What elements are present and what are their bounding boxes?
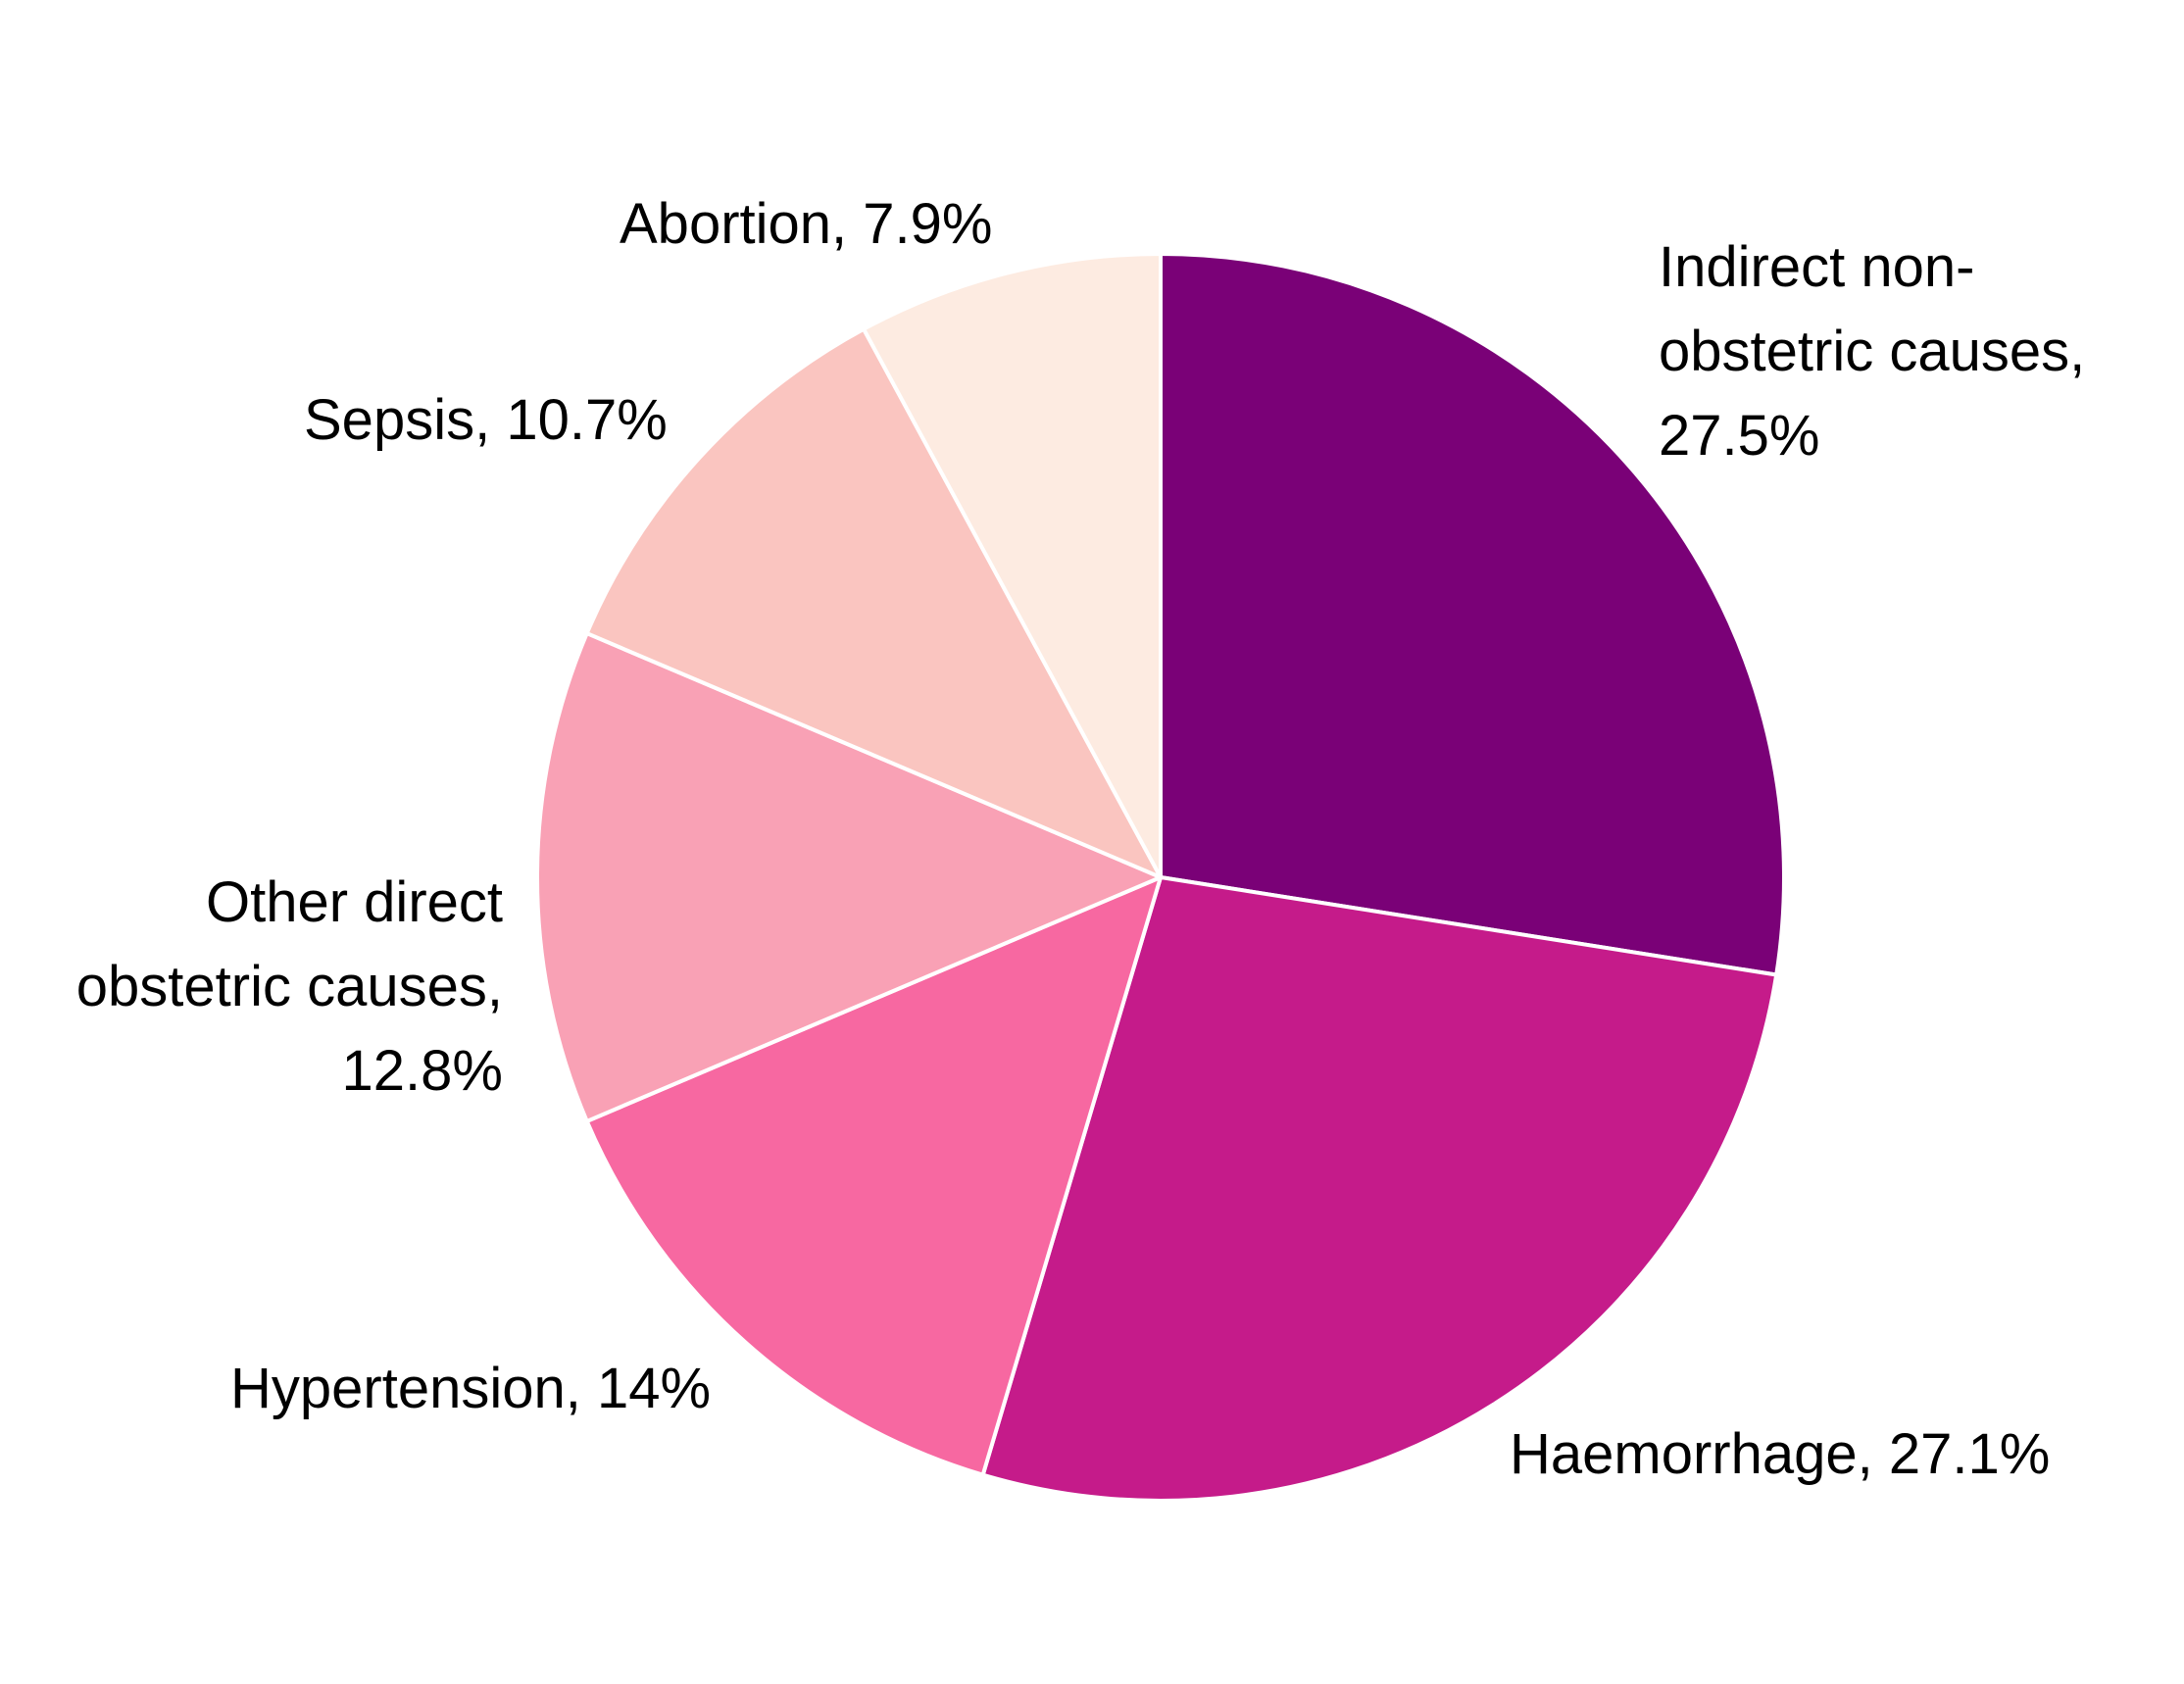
slice-label-line: obstetric causes, — [76, 955, 503, 1018]
slice-label-line: Abortion, 7.9% — [620, 192, 992, 256]
slice-label-indirect-non-obstetric-causes: Indirect non-obstetric causes, 27.5% — [1659, 235, 2085, 468]
pie-labels: Indirect non-obstetric causes, 27.5% Haemo… — [76, 192, 2085, 1486]
slice-label-haemorrhage: Haemorrhage, 27.1% — [1510, 1422, 2050, 1486]
slice-label-line: Other direct — [206, 870, 503, 934]
slice-label-hypertension: Hypertension, 14% — [230, 1357, 711, 1420]
pie-slice-sepsis — [584, 326, 1163, 879]
pie-slice-indirect-non-obstetric-causes — [1159, 252, 1786, 977]
slice-label-sepsis: Sepsis, 10.7% — [304, 388, 668, 452]
slice-label-line: Hypertension, 14% — [230, 1357, 711, 1420]
pie-slice-haemorrhage — [980, 875, 1779, 1503]
pie-slices — [535, 252, 1786, 1503]
pie-slice-abortion — [862, 252, 1163, 879]
slice-label-line: Haemorrhage, 27.1% — [1510, 1422, 2050, 1486]
slice-label-other-direct-obstetric-causes: Other direct obstetric causes, 12.8% — [76, 870, 503, 1103]
slice-label-line: 27.5% — [1659, 404, 1819, 468]
slice-label-line: obstetric causes, — [1659, 320, 2085, 383]
slice-label-line: Indirect non- — [1659, 235, 1974, 299]
pie-slice-other-direct-obstetric-causes — [535, 631, 1163, 1123]
slice-label-abortion: Abortion, 7.9% — [620, 192, 992, 256]
pie-slice-hypertension — [584, 875, 1163, 1477]
slice-label-line: Sepsis, 10.7% — [304, 388, 668, 452]
slice-label-line: 12.8% — [342, 1039, 503, 1103]
